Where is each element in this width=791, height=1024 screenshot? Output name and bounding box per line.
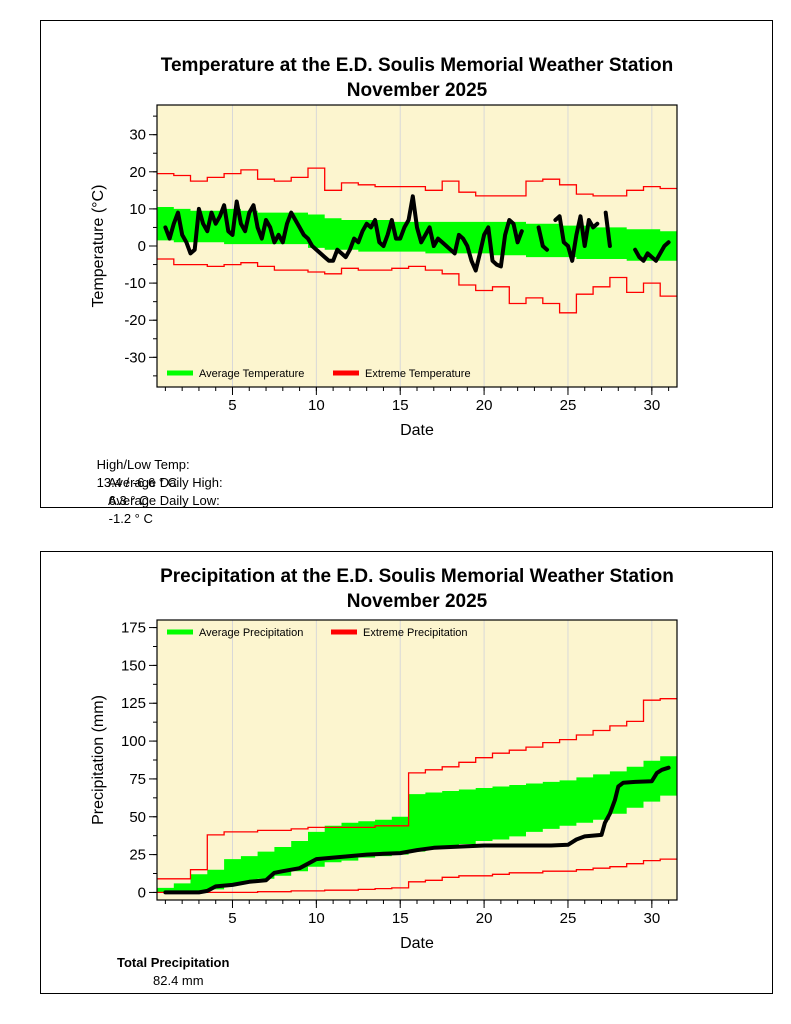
average-low-row: Average Daily Low: -1.2 ° C <box>75 474 223 526</box>
observed-line <box>163 194 524 273</box>
average-low-value: -1.2 ° C <box>108 511 153 526</box>
average-low-label: Average Daily Low: <box>107 493 220 508</box>
temperature-panel: Temperature at the E.D. Soulis Memorial … <box>40 20 773 526</box>
y-tick-label: 125 <box>121 695 146 712</box>
y-tick-label: 0 <box>138 884 146 901</box>
x-tick-label: 5 <box>228 397 236 414</box>
y-tick-label: 50 <box>129 809 146 826</box>
y-tick-label: -20 <box>124 312 146 329</box>
x-tick-label: 25 <box>560 397 577 414</box>
chart-title: Temperature at the E.D. Soulis Memorial … <box>161 55 673 76</box>
y-tick-label: 30 <box>129 127 146 144</box>
high-low-value: 13.4 / -6.6 ° C <box>96 475 178 490</box>
temperature-stats: High/Low Temp: 13.4 / -6.6 ° C Average D… <box>75 438 223 526</box>
legend-extreme-label: Extreme Precipitation <box>363 627 468 639</box>
total-precipitation-value: 82.4 mm <box>153 973 204 988</box>
observed-line <box>163 765 671 895</box>
y-tick-label: -30 <box>124 349 146 366</box>
legend-extreme-label: Extreme Temperature <box>365 368 471 380</box>
x-tick-label: 15 <box>392 397 409 414</box>
observed-line <box>603 210 612 248</box>
precipitation-panel: Precipitation at the E.D. Soulis Memoria… <box>40 551 773 994</box>
y-axis-label: Precipitation (mm) <box>90 695 107 825</box>
observed-line <box>633 240 671 263</box>
extreme-high-line <box>157 698 677 880</box>
chart-subtitle: November 2025 <box>347 591 488 612</box>
extreme-low-line <box>157 258 677 314</box>
y-tick-label: 150 <box>121 657 146 674</box>
y-tick-label: 25 <box>129 847 146 864</box>
x-tick-label: 10 <box>308 397 325 414</box>
x-axis-label: Date <box>400 935 434 952</box>
average-band <box>157 756 677 893</box>
x-tick-label: 5 <box>228 910 236 927</box>
x-tick-label: 15 <box>392 910 409 927</box>
average-high-value: 6.3 ° C <box>108 493 149 508</box>
y-tick-label: 20 <box>129 164 146 181</box>
average-high-label: Average Daily High: <box>107 475 223 490</box>
y-tick-label: 100 <box>121 733 146 750</box>
y-tick-label: 0 <box>138 238 146 255</box>
chart-title: Precipitation at the E.D. Soulis Memoria… <box>160 566 674 587</box>
y-tick-label: 10 <box>129 201 146 218</box>
plot-area <box>157 620 677 900</box>
y-tick-label: 75 <box>129 771 146 788</box>
extreme-high-line <box>157 167 677 197</box>
x-tick-label: 30 <box>643 910 660 927</box>
x-axis-label: Date <box>400 422 434 439</box>
precipitation-chart: Precipitation at the E.D. Soulis Memoria… <box>90 566 678 952</box>
x-tick-label: 10 <box>308 910 325 927</box>
legend-average-label: Average Precipitation <box>199 627 303 639</box>
y-axis-label: Temperature (°C) <box>90 185 107 308</box>
high-low-label: High/Low Temp: <box>96 457 190 472</box>
chart-subtitle: November 2025 <box>347 80 488 101</box>
observed-line <box>553 214 600 263</box>
x-tick-label: 20 <box>476 910 493 927</box>
observed-line <box>536 225 549 252</box>
total-precipitation-label: Total Precipitation <box>117 955 230 970</box>
x-tick-label: 25 <box>560 910 577 927</box>
y-tick-label: 175 <box>121 620 146 637</box>
x-tick-label: 20 <box>476 397 493 414</box>
legend-average-label: Average Temperature <box>199 368 304 380</box>
y-tick-label: -10 <box>124 275 146 292</box>
extreme-low-line <box>157 858 677 894</box>
x-tick-label: 30 <box>643 397 660 414</box>
precipitation-stats: Total Precipitation 82.4 mm <box>117 954 229 990</box>
high-low-row: High/Low Temp: 13.4 / -6.6 ° C <box>75 438 223 490</box>
average-high-row: Average Daily High: 6.3 ° C <box>75 456 223 508</box>
temperature-chart: Temperature at the E.D. Soulis Memorial … <box>90 55 678 439</box>
